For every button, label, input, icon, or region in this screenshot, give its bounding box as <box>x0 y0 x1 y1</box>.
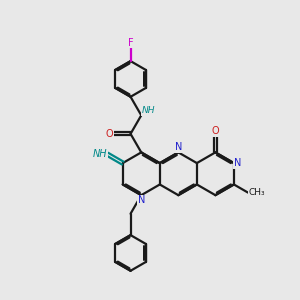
Text: F: F <box>128 38 134 48</box>
Text: NH: NH <box>141 106 155 115</box>
Text: N: N <box>234 158 241 168</box>
Text: N: N <box>138 195 145 205</box>
Text: O: O <box>106 129 113 139</box>
Text: NH: NH <box>93 149 107 159</box>
Text: CH₃: CH₃ <box>248 188 265 197</box>
Text: O: O <box>212 126 219 136</box>
Text: N: N <box>175 142 182 152</box>
